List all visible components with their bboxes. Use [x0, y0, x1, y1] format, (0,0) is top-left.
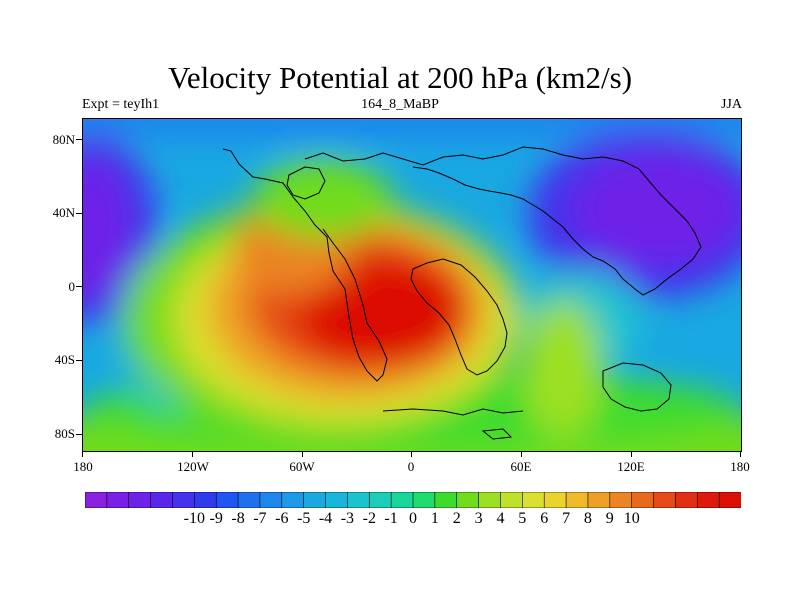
colorbar-swatch — [281, 492, 305, 508]
colorbar-label: 5 — [518, 510, 527, 527]
colorbar-label: 10 — [623, 510, 640, 527]
colorbar-swatch — [150, 492, 174, 508]
high-lat-north-band — [83, 119, 741, 139]
colorbar-swatches — [85, 492, 741, 508]
subtitle-right: JJA — [720, 97, 742, 112]
x-tick-60e — [521, 451, 522, 457]
x-tick-label: 0 — [407, 459, 415, 474]
colorbar — [85, 492, 741, 508]
y-tick-label: 80S — [54, 426, 75, 441]
colorbar-label: -5 — [297, 510, 311, 527]
x-tick-label: 60W — [289, 459, 315, 474]
colorbar-swatch — [631, 492, 655, 508]
colorbar-label: 9 — [605, 510, 614, 527]
colorbar-label: 2 — [452, 510, 461, 527]
x-tick-60w — [302, 451, 303, 457]
colorbar-label: 7 — [562, 510, 571, 527]
colorbar-label: -10 — [183, 510, 205, 527]
colorbar-label: -6 — [275, 510, 289, 527]
continent-outline-europe-asia — [304, 146, 702, 296]
colorbar-label: 4 — [496, 510, 505, 527]
atlantic-max — [298, 259, 468, 369]
continent-outline-africa — [410, 258, 508, 376]
colorbar-swatch — [587, 492, 611, 508]
colorbar-swatch — [215, 492, 239, 508]
x-tick-label: 120W — [177, 459, 209, 474]
x-tick-label: 120E — [617, 459, 645, 474]
colorbar-swatch — [434, 492, 458, 508]
colorbar-swatch — [303, 492, 327, 508]
x-tick-180w — [82, 451, 83, 457]
colorbar-label: 6 — [540, 510, 549, 527]
colorbar-swatch — [718, 492, 741, 508]
colorbar-label: -8 — [231, 510, 245, 527]
colorbar-swatch — [675, 492, 699, 508]
colorbar-swatch — [368, 492, 392, 508]
colorbar-swatch — [237, 492, 261, 508]
colorbar-swatch — [106, 492, 130, 508]
colorbar-label: 0 — [409, 510, 417, 527]
africa-green — [523, 299, 603, 439]
colorbar-swatch — [565, 492, 589, 508]
x-tick-label: 180 — [73, 459, 93, 474]
colorbar-swatch — [390, 492, 414, 508]
continent-outline-americas — [222, 148, 388, 382]
continent-outline-antarctic-islands — [382, 408, 524, 440]
colorbar-swatch — [653, 492, 677, 508]
colorbar-swatch — [696, 492, 720, 508]
colorbar-swatch — [522, 492, 545, 508]
y-tick-label: 0 — [68, 279, 76, 294]
west-pacific-min-core — [83, 159, 128, 299]
velocity-potential-map — [83, 119, 741, 451]
colorbar-swatch — [194, 492, 218, 508]
y-tick-label: 40S — [54, 352, 75, 367]
map-panel — [82, 118, 742, 452]
y-tick-label: 80N — [52, 132, 75, 147]
subtitle-center: 164_8_MaBP — [361, 97, 439, 112]
colorbar-swatch — [456, 492, 480, 508]
colorbar-swatch — [128, 492, 152, 508]
colorbar-label: 3 — [474, 510, 483, 527]
coastlines — [222, 146, 702, 440]
y-tick-40n — [76, 213, 82, 214]
colorbar-swatch — [347, 492, 371, 508]
colorbar-swatch — [543, 492, 567, 508]
north-atlantic-green — [253, 159, 393, 239]
x-tick-120w — [192, 451, 193, 457]
x-tick-label: 60E — [510, 459, 532, 474]
x-tick-120e — [631, 451, 632, 457]
colorbar-swatch — [325, 492, 349, 508]
continent-outline-greenland — [286, 166, 326, 200]
colorbar-label: 8 — [583, 510, 592, 527]
colorbar-swatch — [172, 492, 196, 508]
colorbar-swatch — [259, 492, 283, 508]
x-tick-0 — [411, 451, 412, 457]
colorbar-swatch — [85, 492, 108, 508]
colorbar-swatch — [478, 492, 502, 508]
colorbar-label: 1 — [430, 510, 439, 527]
colorbar-label: -4 — [318, 510, 333, 527]
y-tick-0 — [76, 286, 82, 287]
y-tick-80s — [76, 434, 82, 435]
y-tick-40s — [76, 360, 82, 361]
x-tick-180e — [740, 451, 741, 457]
colorbar-label: -7 — [253, 510, 267, 527]
y-tick-label: 40N — [52, 205, 75, 220]
x-tick-label: 180 — [730, 459, 750, 474]
colorbar-swatch — [412, 492, 436, 508]
colorbar-label: -2 — [362, 510, 376, 527]
subtitle-left: Expt = teyIh1 — [82, 97, 160, 112]
colorbar-label: -1 — [384, 510, 398, 527]
colorbar-label: -3 — [340, 510, 355, 527]
chart-title: Velocity Potential at 200 hPa (km2/s) — [167, 60, 633, 95]
colorbar-swatch — [609, 492, 633, 508]
continent-outline-australia — [602, 362, 672, 412]
y-tick-80n — [76, 139, 82, 140]
east-asia-min-core — [573, 154, 741, 264]
colorbar-label: -9 — [209, 510, 223, 527]
colorbar-swatch — [500, 492, 524, 508]
